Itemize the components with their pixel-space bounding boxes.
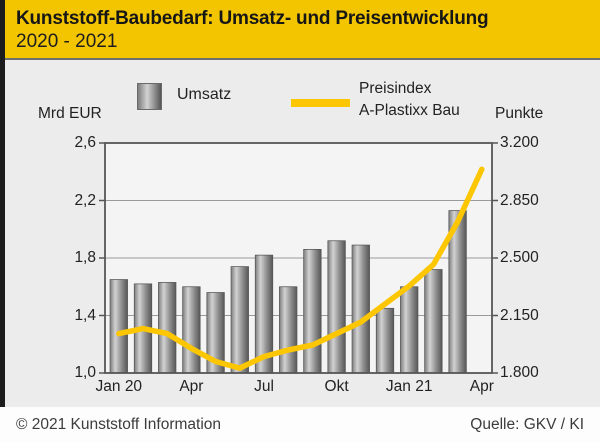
right-axis-tick-label: 2.850 [500, 191, 539, 209]
umsatz-bar [279, 286, 298, 374]
footer: © 2021 Kunststoff Information Quelle: GK… [0, 407, 600, 443]
x-axis-tick-label: Apr [469, 378, 494, 395]
line-legend-swatch-icon [291, 99, 350, 107]
umsatz-bar [327, 240, 346, 374]
line-legend-label: Preisindex A-Plastixx Bau [359, 78, 460, 121]
right-axis-tick-label: 1.800 [500, 364, 539, 381]
copyright-text: © 2021 Kunststoff Information [16, 416, 222, 433]
plot-area [99, 142, 498, 374]
x-axis-tick-label: Jul [254, 378, 274, 395]
umsatz-bar [303, 249, 322, 374]
x-axis-tick-label: Apr [179, 378, 204, 395]
right-axis-unit-label: Punkte [495, 105, 544, 122]
page-subtitle: 2020 - 2021 [16, 31, 118, 52]
line-legend-label-line2: A-Plastixx Bau [359, 101, 460, 119]
source-text: Quelle: GKV / KI [470, 416, 584, 433]
umsatz-bar [424, 269, 443, 374]
left-axis-tick-label: 2,6 [74, 134, 96, 151]
umsatz-bar [158, 282, 177, 374]
left-axis-unit-label: Mrd EUR [38, 105, 102, 122]
x-axis-tick-label: Okt [324, 378, 349, 395]
umsatz-bar [109, 279, 128, 374]
left-axis-tick-label: 2,2 [74, 191, 96, 209]
preisindex-line [116, 166, 485, 371]
right-axis-tick-label: 2.500 [500, 249, 539, 266]
right-axis-tick-label: 2.150 [500, 306, 539, 324]
umsatz-bar [375, 307, 395, 374]
left-axis-tick-label: 1,8 [74, 249, 96, 266]
chart-header: Kunststoff-Baubedarf: Umsatz- und Preise… [0, 0, 600, 58]
left-axis-tick-label: 1,0 [74, 364, 96, 381]
line-legend-label-line1: Preisindex [359, 80, 432, 97]
page-title: Kunststoff-Baubedarf: Umsatz- und Preise… [16, 8, 489, 29]
left-edge-bar [0, 0, 5, 407]
left-axis-tick-label: 1,4 [74, 306, 96, 324]
umsatz-bar [351, 244, 370, 374]
umsatz-bar [400, 286, 419, 374]
bar-legend-label: Umsatz [177, 86, 232, 103]
bar-line-chart [99, 142, 498, 374]
umsatz-bar [182, 286, 201, 374]
x-axis-tick-label: Jan 20 [95, 378, 143, 395]
header-separator [0, 58, 600, 60]
umsatz-bar [230, 266, 249, 374]
x-axis-tick-label: Jan 21 [385, 378, 433, 395]
bar-legend-swatch-icon [137, 83, 162, 110]
right-axis-tick-label: 3.200 [500, 134, 539, 151]
